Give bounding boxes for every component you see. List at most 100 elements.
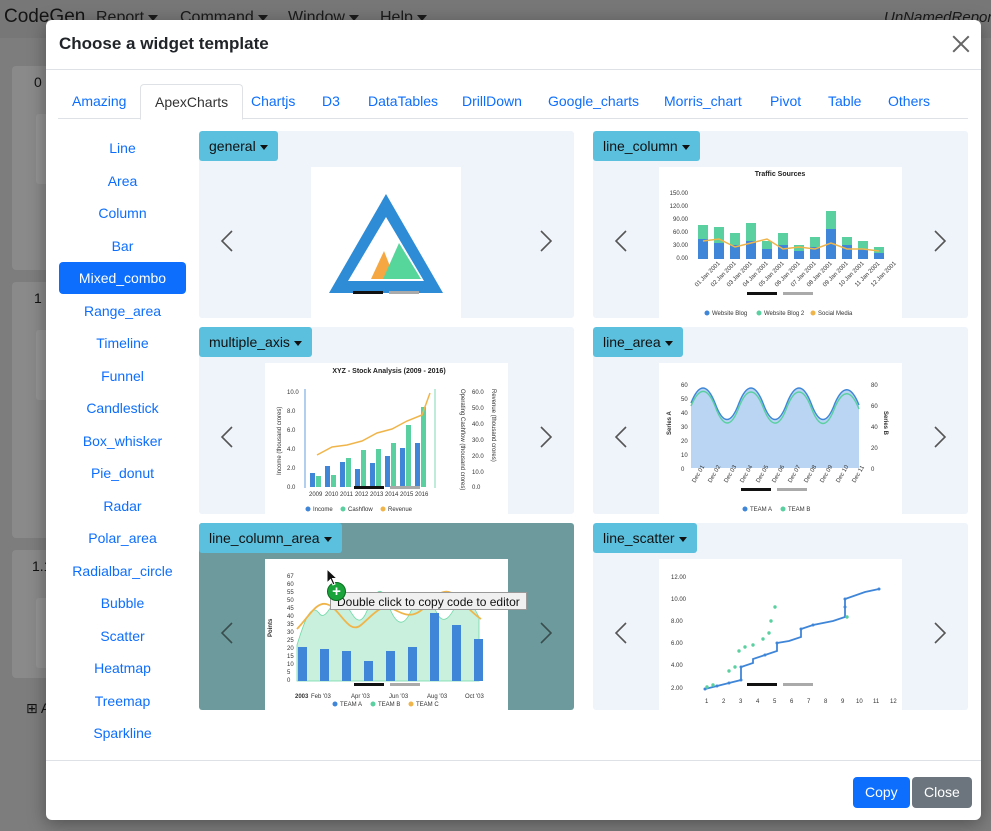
widget-template-modal: Choose a widget template Amazing ApexCha…: [46, 20, 981, 820]
template-card-general[interactable]: general: [199, 131, 574, 318]
svg-text:4: 4: [756, 699, 760, 705]
prev-arrow-icon[interactable]: [220, 425, 234, 449]
template-card-line-column[interactable]: line_column Traffic Sources 150.00 120.0…: [593, 131, 968, 318]
prev-arrow-icon[interactable]: [614, 425, 628, 449]
svg-text:TEAM A: TEAM A: [750, 507, 772, 513]
sidebar-item-polar-area[interactable]: Polar_area: [88, 530, 157, 546]
svg-text:2015: 2015: [400, 492, 414, 498]
sidebar-item-bar[interactable]: Bar: [111, 237, 134, 254]
template-tabs: Amazing ApexCharts Chartjs D3 DataTables…: [58, 84, 968, 120]
next-arrow-icon[interactable]: [933, 621, 947, 645]
sidebar-item-scatter[interactable]: Scatter: [100, 627, 145, 644]
tab-morris-chart[interactable]: Morris_chart: [664, 93, 742, 109]
svg-text:40.0: 40.0: [472, 422, 484, 428]
template-card-line-column-area[interactable]: line_column_area 67 60 55 50 45 40 35 30…: [199, 523, 574, 710]
svg-text:Points: Points: [268, 618, 274, 637]
sidebar-item-mixed-combo[interactable]: Mixed_combo: [59, 262, 186, 294]
sidebar-item-radar[interactable]: Radar: [103, 497, 142, 514]
tab-amazing[interactable]: Amazing: [72, 93, 127, 109]
prev-arrow-icon[interactable]: [220, 621, 234, 645]
svg-text:Operating Cashflow (thousand c: Operating Cashflow (thousand crores): [459, 389, 465, 490]
y-tick: 60.00: [673, 230, 689, 236]
sidebar-item-pie-donut[interactable]: Pie_donut: [90, 465, 155, 481]
svg-text:2.0: 2.0: [287, 466, 296, 472]
sidebar-item-heatmap[interactable]: Heatmap: [94, 660, 151, 676]
svg-text:XYZ - Stock Analysis (2009 - 2: XYZ - Stock Analysis (2009 - 2016): [332, 368, 445, 375]
next-arrow-icon[interactable]: [539, 229, 553, 253]
svg-text:20.0: 20.0: [472, 454, 484, 460]
tab-d3[interactable]: D3: [322, 93, 340, 109]
y-tick: 120.00: [670, 204, 689, 210]
prev-arrow-icon[interactable]: [220, 229, 234, 253]
next-arrow-icon[interactable]: [539, 425, 553, 449]
svg-text:55: 55: [287, 590, 294, 596]
tab-others[interactable]: Others: [888, 93, 931, 109]
template-card-multiple-axis[interactable]: multiple_axis XYZ - Stock Analysis (2009…: [199, 327, 574, 514]
template-dropdown-general[interactable]: general: [199, 131, 278, 161]
sidebar-item-timeline[interactable]: Timeline: [96, 335, 149, 351]
tab-datatables[interactable]: DataTables: [368, 93, 439, 109]
svg-text:Series A: Series A: [667, 411, 673, 435]
template-dropdown-multiple-axis[interactable]: multiple_axis: [199, 327, 312, 357]
svg-text:25: 25: [287, 638, 294, 644]
tab-apexcharts[interactable]: ApexCharts: [140, 84, 244, 120]
svg-text:Social Media: Social Media: [818, 311, 853, 317]
sidebar-item-line[interactable]: Line: [109, 140, 136, 156]
next-arrow-icon[interactable]: [933, 229, 947, 253]
template-dropdown-line-column-area[interactable]: line_column_area: [199, 523, 342, 553]
next-arrow-icon[interactable]: [539, 621, 553, 645]
y-tick: 150.00: [670, 191, 689, 197]
svg-text:10.00: 10.00: [671, 597, 687, 603]
close-button[interactable]: Close: [912, 777, 972, 808]
close-icon[interactable]: [952, 35, 970, 53]
sidebar-item-radialbar-circle[interactable]: Radialbar_circle: [72, 562, 173, 579]
svg-text:10: 10: [681, 453, 688, 459]
tab-pivot[interactable]: Pivot: [770, 93, 802, 109]
svg-text:5: 5: [287, 670, 291, 676]
svg-text:2012: 2012: [355, 492, 369, 498]
svg-text:35: 35: [287, 622, 294, 628]
svg-text:7: 7: [807, 699, 811, 705]
svg-text:0: 0: [681, 467, 685, 473]
svg-text:4.0: 4.0: [287, 447, 296, 453]
bg-add-button[interactable]: ⊞ A: [26, 700, 50, 716]
svg-text:12: 12: [890, 699, 897, 705]
svg-text:2013: 2013: [370, 492, 384, 498]
svg-text:30: 30: [287, 630, 294, 636]
prev-arrow-icon[interactable]: [614, 229, 628, 253]
svg-text:Apr '03: Apr '03: [351, 694, 370, 700]
prev-arrow-icon[interactable]: [614, 621, 628, 645]
svg-text:TEAM A: TEAM A: [340, 702, 362, 708]
sidebar-item-bubble[interactable]: Bubble: [100, 595, 145, 611]
multiple-axis-chart: XYZ - Stock Analysis (2009 - 2016) 10.0 …: [277, 368, 496, 513]
template-card-line-area[interactable]: line_area 60 50 40 30 20 10 0 80 60 40 2…: [593, 327, 968, 514]
tab-google-charts[interactable]: Google_charts: [548, 93, 640, 109]
svg-text:8.00: 8.00: [671, 619, 683, 625]
sidebar-item-range-area[interactable]: Range_area: [83, 302, 162, 319]
sidebar-item-column[interactable]: Column: [98, 205, 147, 221]
sidebar-item-box-whisker[interactable]: Box_whisker: [82, 432, 163, 449]
line-scatter-chart: 12.00 10.00 8.00 6.00 4.00 2.00 1 2: [671, 575, 897, 705]
copy-button[interactable]: Copy: [853, 777, 910, 808]
svg-text:50.0: 50.0: [472, 406, 484, 412]
sidebar-item-area[interactable]: Area: [107, 172, 138, 189]
tab-drilldown[interactable]: DrillDown: [462, 93, 522, 109]
sidebar-item-funnel[interactable]: Funnel: [101, 367, 144, 384]
svg-text:Revenue: Revenue: [388, 507, 413, 513]
svg-text:Feb '03: Feb '03: [311, 694, 331, 700]
svg-text:10: 10: [287, 662, 294, 668]
next-arrow-icon[interactable]: [933, 425, 947, 449]
template-dropdown-line-area[interactable]: line_area: [593, 327, 683, 357]
template-dropdown-line-scatter[interactable]: line_scatter: [593, 523, 697, 553]
template-dropdown-line-column[interactable]: line_column: [593, 131, 700, 161]
template-card-line-scatter[interactable]: line_scatter 12.00 10.00 8.00 6.00 4.00 …: [593, 523, 968, 710]
tab-table[interactable]: Table: [828, 93, 862, 109]
sidebar-item-candlestick[interactable]: Candlestick: [86, 400, 159, 416]
svg-text:2016: 2016: [415, 492, 429, 498]
line-column-area-preview: 67 60 55 50 45 40 35 30 25 20 15 10 5 0 …: [265, 559, 508, 710]
sidebar-item-treemap[interactable]: Treemap: [94, 692, 151, 709]
tab-chartjs[interactable]: Chartjs: [251, 93, 296, 109]
sidebar-item-sparkline[interactable]: Sparkline: [93, 725, 152, 741]
svg-text:50: 50: [681, 397, 688, 403]
svg-text:20: 20: [681, 439, 688, 445]
